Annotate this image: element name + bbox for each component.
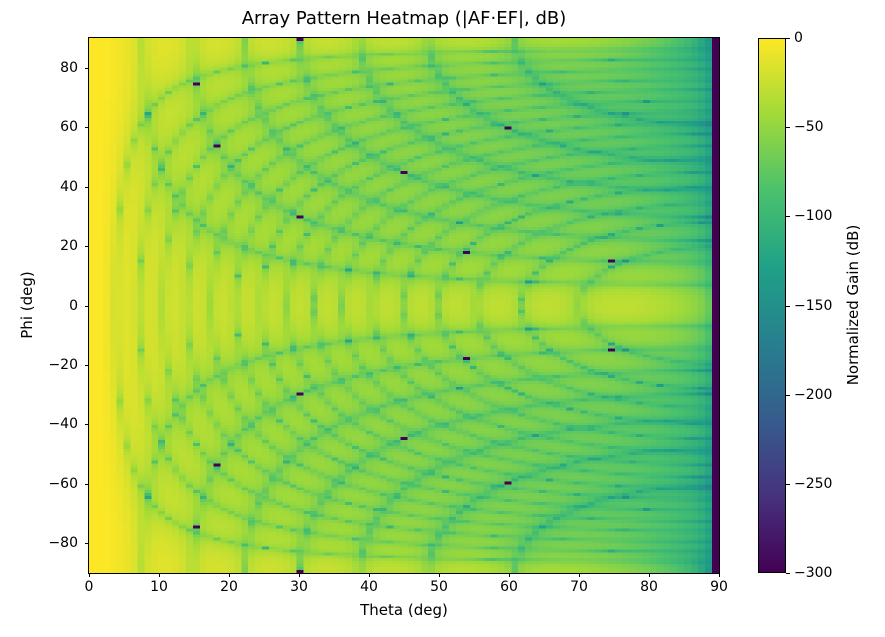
y-axis-title: Phi (deg)	[18, 271, 36, 339]
y-axis-tick	[85, 543, 89, 545]
chart-title: Array Pattern Heatmap (|AF·EF|, dB)	[241, 8, 567, 29]
colorbar-tick	[786, 573, 790, 574]
colorbar-tick-label: −300	[794, 565, 833, 581]
x-tick-label: 30	[290, 579, 308, 595]
y-axis-tick	[85, 246, 89, 248]
colorbar	[758, 38, 786, 573]
y-tick-label: −20	[48, 356, 78, 373]
colorbar-tick	[786, 216, 790, 218]
x-tick-label: 20	[220, 579, 238, 595]
colorbar-tick	[786, 127, 790, 129]
colorbar-title: Normalized Gain (dB)	[844, 224, 862, 386]
colorbar-tick	[786, 394, 790, 396]
x-axis-tick	[299, 573, 300, 577]
colorbar-tick-label: −50	[794, 119, 824, 136]
x-axis-tick	[439, 573, 440, 577]
x-tick-label: 60	[500, 579, 518, 595]
x-axis-tick	[159, 573, 160, 577]
colorbar-tick-label: −100	[794, 208, 833, 225]
y-axis-tick	[85, 186, 89, 188]
x-tick-label: 50	[430, 579, 448, 595]
colorbar-tick-label: −250	[794, 475, 833, 492]
y-axis-tick	[85, 127, 89, 129]
y-axis-tick	[85, 364, 89, 366]
y-axis-tick	[85, 424, 89, 426]
x-tick-label: 70	[570, 579, 588, 595]
y-tick-label: 80	[60, 59, 78, 76]
y-tick-label: −40	[48, 416, 78, 433]
x-tick-label: 90	[710, 579, 728, 595]
x-axis-tick	[89, 573, 90, 577]
y-tick-label: −80	[48, 535, 78, 552]
heatmap-canvas	[89, 38, 719, 573]
y-tick-label: 20	[60, 238, 78, 255]
x-tick-label: 80	[640, 579, 658, 595]
y-axis-tick	[85, 305, 89, 307]
x-axis-tick	[719, 573, 720, 577]
x-axis-tick	[229, 573, 230, 577]
x-axis-tick	[649, 573, 650, 577]
x-tick-label: 10	[150, 579, 168, 595]
y-tick-label: 40	[60, 178, 78, 195]
y-tick-label: 0	[69, 297, 78, 314]
colorbar-tick-label: 0	[794, 30, 803, 46]
colorbar-tick	[786, 38, 790, 39]
colorbar-tick-label: −200	[794, 386, 833, 403]
x-axis-tick	[369, 573, 370, 577]
x-axis-tick	[579, 573, 580, 577]
y-axis-tick	[85, 483, 89, 485]
y-tick-label: 60	[60, 119, 78, 136]
x-axis-tick	[509, 573, 510, 577]
colorbar-tick	[786, 483, 790, 485]
plot-area	[88, 37, 720, 574]
x-tick-label: 0	[84, 579, 94, 595]
colorbar-gradient	[758, 38, 786, 573]
y-axis-tick	[85, 67, 89, 69]
x-tick-label: 40	[360, 579, 378, 595]
colorbar-tick-label: −150	[794, 297, 833, 314]
y-tick-label: −60	[48, 475, 78, 492]
x-axis-title: Theta (deg)	[360, 601, 448, 619]
colorbar-tick	[786, 305, 790, 307]
